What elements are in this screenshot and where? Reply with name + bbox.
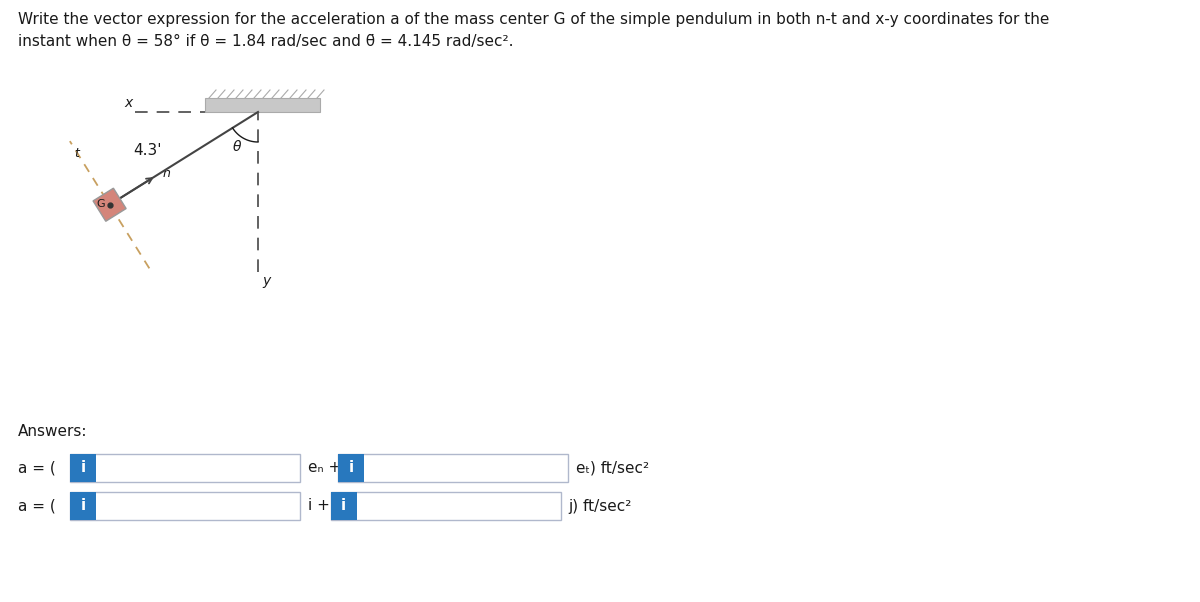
Bar (338, 454, 364, 482)
Text: G: G (96, 199, 104, 209)
Text: y: y (262, 274, 270, 288)
Text: t: t (74, 147, 79, 160)
Text: x: x (125, 96, 133, 110)
Text: j) ft/sec²: j) ft/sec² (569, 498, 632, 514)
Text: i +: i + (308, 498, 330, 514)
Text: Write the vector expression for the acceleration a of the mass center G of the s: Write the vector expression for the acce… (18, 12, 1049, 27)
Text: Answers:: Answers: (18, 424, 88, 439)
Bar (205, 98, 320, 112)
Text: i: i (348, 461, 354, 476)
Bar (330, 492, 560, 520)
Bar (70, 454, 96, 482)
Text: instant when θ = 58° if θ̇ = 1.84 rad/sec and θ̈ = 4.145 rad/sec².: instant when θ = 58° if θ̇ = 1.84 rad/se… (18, 34, 514, 49)
Text: a = (: a = ( (18, 461, 55, 476)
Text: i: i (80, 461, 85, 476)
Polygon shape (94, 188, 126, 222)
Text: eₙ +: eₙ + (308, 461, 341, 476)
Bar (70, 492, 300, 520)
Text: eₜ) ft/sec²: eₜ) ft/sec² (576, 461, 649, 476)
Text: a = (: a = ( (18, 498, 55, 514)
Text: i: i (341, 498, 346, 514)
Text: 4.3': 4.3' (133, 143, 162, 158)
Bar (330, 492, 356, 520)
Text: n: n (162, 167, 170, 180)
Bar (70, 492, 96, 520)
Bar (70, 454, 300, 482)
Bar (338, 454, 568, 482)
Text: i: i (80, 498, 85, 514)
Text: θ: θ (233, 140, 241, 154)
